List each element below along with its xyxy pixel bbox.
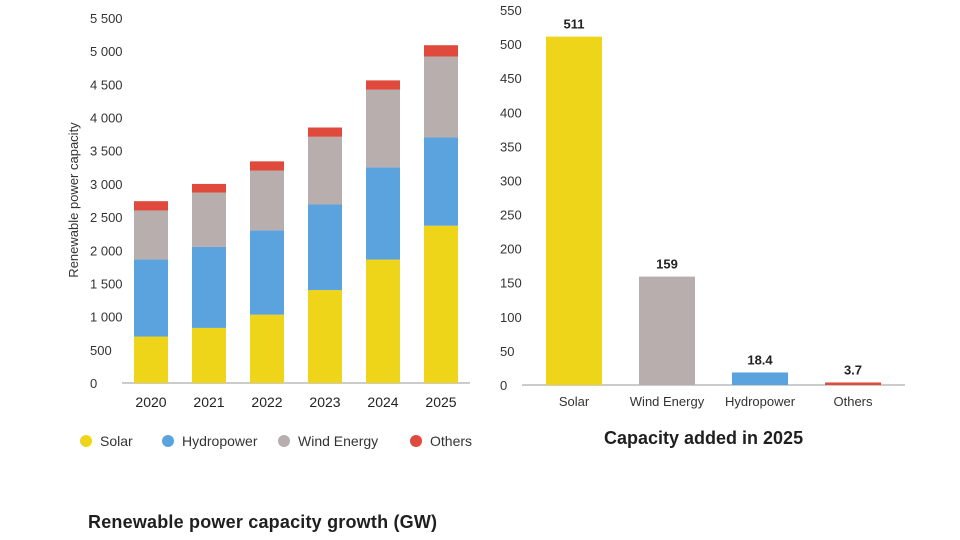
- bar-segment-wind-energy: [424, 56, 458, 138]
- legend-label: Hydropower: [182, 433, 258, 449]
- y-tick-label: 2 000: [90, 243, 123, 258]
- legend-item-hydropower: Hydropower: [162, 433, 278, 449]
- stacked-bar-chart: 0 500 1 000 1 500 2 000 2 500 3 000 3 500 4 000 4…: [66, 11, 470, 410]
- legend-label: Others: [430, 433, 473, 449]
- data-label: 18.4: [747, 352, 773, 367]
- y-tick-label: 4 000: [90, 111, 123, 126]
- data-label: 511: [564, 17, 585, 32]
- legend-swatch: [410, 435, 422, 447]
- left-chart-title: Renewable power capacity growth (GW): [88, 512, 438, 532]
- x-tick-label: 2020: [135, 394, 166, 410]
- legend-item-solar: Solar: [80, 433, 162, 449]
- bar-segment-hydropower: [366, 167, 400, 260]
- bar-segment-wind-energy: [308, 136, 342, 205]
- x-tick-label: Wind Energy: [630, 394, 705, 409]
- y-tick-label: 500: [90, 343, 112, 358]
- bar-hydropower: [732, 372, 788, 385]
- y-tick-label: 250: [500, 208, 522, 223]
- y-tick-label: 1 500: [90, 276, 123, 291]
- y-tick-label: 4 500: [90, 77, 123, 92]
- x-tick-label: 2025: [425, 394, 456, 410]
- legend-label: Wind Energy: [298, 433, 379, 449]
- x-tick-label: 2021: [193, 394, 224, 410]
- bar-segment-wind-energy: [192, 192, 226, 247]
- y-tick-label: 0: [90, 376, 97, 391]
- bar-segment-solar: [192, 327, 226, 383]
- bar-segment-wind-energy: [134, 210, 168, 260]
- y-tick-label: 1 000: [90, 310, 123, 325]
- y-tick-label: 5 500: [90, 11, 123, 26]
- y-tick-label: 100: [500, 310, 522, 325]
- y-tick-label: 550: [500, 3, 522, 18]
- bar-segment-solar: [134, 336, 168, 383]
- legend-swatch: [278, 435, 290, 447]
- y-tick-label: 50: [500, 344, 514, 359]
- bar-segment-others: [366, 80, 400, 90]
- capacity-added-chart: 0 50 100 150 200 250 300 350 400 450 500 550 511 Sola…: [500, 3, 905, 409]
- y-tick-label: 3 000: [90, 177, 123, 192]
- y-tick-label: 350: [500, 139, 522, 154]
- x-tick-label: 2022: [251, 394, 282, 410]
- x-tick-label: Solar: [559, 394, 590, 409]
- legend-swatch: [162, 435, 174, 447]
- bar-segment-others: [424, 45, 458, 57]
- bar-segment-others: [134, 201, 168, 211]
- legend-item-others: Others: [410, 433, 500, 449]
- legend-label: Solar: [100, 433, 133, 449]
- bar-segment-hydropower: [250, 230, 284, 315]
- legend-swatch: [80, 435, 92, 447]
- bar-segment-solar: [308, 290, 342, 383]
- x-tick-label: Others: [833, 394, 873, 409]
- bar-segment-hydropower: [424, 137, 458, 226]
- y-tick-label: 0: [500, 378, 507, 393]
- bar-solar: [546, 36, 602, 385]
- y-tick-label: 150: [500, 276, 522, 291]
- bar-segment-wind-energy: [250, 170, 284, 231]
- legend: Solar Hydropower Wind Energy Others: [80, 433, 500, 449]
- bar-segment-solar: [366, 259, 400, 383]
- x-tick-label: 2023: [309, 394, 340, 410]
- bar-segment-hydropower: [308, 204, 342, 291]
- bar-segment-wind-energy: [366, 89, 400, 168]
- y-tick-label: 500: [500, 37, 522, 52]
- y-tick-label: 3 500: [90, 144, 123, 159]
- y-tick-label: 5 000: [90, 44, 123, 59]
- y-tick-label: 200: [500, 242, 522, 257]
- data-label: 159: [656, 257, 678, 272]
- x-tick-label: 2024: [367, 394, 398, 410]
- bar-segment-others: [250, 161, 284, 171]
- y-tick-label: 400: [500, 105, 522, 120]
- legend-item-wind-energy: Wind Energy: [278, 433, 410, 449]
- y-tick-label: 300: [500, 173, 522, 188]
- bar-segment-solar: [424, 225, 458, 383]
- bar-segment-solar: [250, 314, 284, 383]
- bar-others: [825, 382, 881, 385]
- bar-segment-hydropower: [134, 259, 168, 337]
- bar-segment-hydropower: [192, 246, 226, 328]
- y-axis-label: Renewable power capacity: [66, 122, 81, 278]
- y-tick-label: 450: [500, 71, 522, 86]
- x-tick-label: Hydropower: [725, 394, 796, 409]
- y-tick-label: 2 500: [90, 210, 123, 225]
- bar-segment-others: [308, 127, 342, 137]
- right-chart-title: Capacity added in 2025: [604, 428, 804, 448]
- bar-segment-others: [192, 183, 226, 193]
- data-label: 3.7: [844, 362, 862, 377]
- bar-wind-energy: [639, 276, 695, 385]
